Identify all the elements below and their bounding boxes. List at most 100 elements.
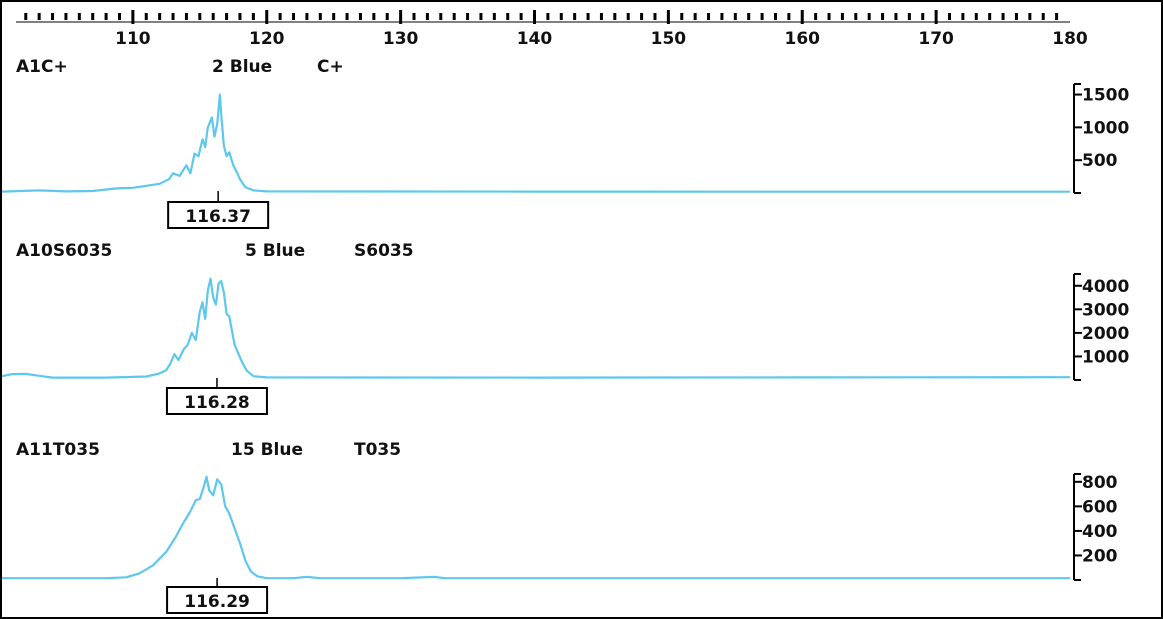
x-minor-tick bbox=[492, 13, 496, 20]
x-major-tick bbox=[399, 10, 403, 24]
x-minor-tick bbox=[747, 13, 751, 20]
x-minor-tick bbox=[466, 13, 470, 20]
x-minor-tick bbox=[653, 13, 657, 20]
x-minor-tick bbox=[720, 13, 724, 20]
x-minor-tick bbox=[225, 13, 229, 20]
panel-marker-label: C+ bbox=[317, 57, 344, 77]
peak-label: 116.28 bbox=[184, 393, 250, 413]
y-tick-label: 1500 bbox=[1082, 86, 1129, 106]
peak-label: 116.37 bbox=[185, 207, 251, 227]
y-tick-label: 400 bbox=[1082, 522, 1118, 542]
x-tick-label: 160 bbox=[785, 29, 821, 49]
y-tick-label: 4000 bbox=[1082, 277, 1129, 297]
y-tick-label: 3000 bbox=[1082, 300, 1129, 320]
x-major-tick bbox=[934, 10, 938, 24]
x-minor-tick bbox=[1001, 13, 1005, 20]
x-minor-tick bbox=[854, 13, 858, 20]
x-minor-tick bbox=[64, 13, 68, 20]
x-minor-tick bbox=[626, 13, 630, 20]
x-minor-tick bbox=[613, 13, 617, 20]
x-minor-tick bbox=[787, 13, 791, 20]
x-minor-tick bbox=[171, 13, 175, 20]
x-minor-tick bbox=[77, 13, 81, 20]
x-minor-tick bbox=[680, 13, 684, 20]
x-minor-tick bbox=[546, 13, 550, 20]
x-minor-tick bbox=[144, 13, 148, 20]
y-tick-label: 1000 bbox=[1082, 118, 1129, 138]
x-minor-tick bbox=[1055, 13, 1059, 20]
peak-label-box bbox=[166, 586, 269, 614]
x-minor-tick bbox=[158, 13, 162, 20]
x-minor-tick bbox=[894, 13, 898, 20]
x-minor-tick bbox=[184, 13, 188, 20]
x-minor-tick bbox=[479, 13, 483, 20]
x-minor-tick bbox=[707, 13, 711, 20]
x-minor-tick bbox=[921, 13, 925, 20]
x-minor-tick bbox=[988, 13, 992, 20]
x-minor-tick bbox=[827, 13, 831, 20]
x-major-tick bbox=[533, 10, 536, 24]
x-minor-tick bbox=[733, 13, 737, 20]
x-minor-tick bbox=[37, 13, 41, 20]
trace-line bbox=[2, 475, 1070, 580]
y-tick-label: 1000 bbox=[1082, 347, 1129, 367]
y-tick-label: 800 bbox=[1082, 473, 1118, 493]
x-minor-tick bbox=[345, 13, 349, 20]
panel-dye-label: 15 Blue bbox=[231, 440, 303, 460]
x-major-tick bbox=[131, 10, 135, 24]
x-minor-tick bbox=[760, 13, 764, 20]
trace-line bbox=[2, 277, 1071, 379]
x-minor-tick bbox=[412, 13, 416, 20]
x-minor-tick bbox=[318, 13, 322, 20]
x-minor-tick bbox=[211, 13, 215, 20]
panel-marker-label: S6035 bbox=[354, 241, 414, 261]
x-minor-tick bbox=[881, 13, 885, 20]
x-minor-tick bbox=[238, 13, 242, 20]
x-major-tick bbox=[265, 10, 269, 24]
x-tick-label: 150 bbox=[651, 29, 687, 49]
x-minor-tick bbox=[425, 13, 429, 20]
x-tick-label: 120 bbox=[249, 29, 285, 49]
x-minor-tick bbox=[332, 13, 336, 20]
x-minor-tick bbox=[867, 13, 871, 20]
y-tick-label: 600 bbox=[1082, 497, 1118, 517]
x-minor-tick bbox=[599, 13, 603, 20]
x-tick-label: 140 bbox=[517, 29, 553, 49]
x-major-tick bbox=[666, 10, 670, 24]
x-minor-tick bbox=[1041, 13, 1045, 20]
x-minor-tick bbox=[693, 13, 697, 20]
x-minor-tick bbox=[117, 13, 121, 20]
x-minor-tick bbox=[24, 13, 28, 20]
x-minor-tick bbox=[586, 13, 590, 20]
y-tick-label: 500 bbox=[1082, 151, 1118, 171]
x-minor-tick bbox=[573, 13, 577, 20]
x-minor-tick bbox=[948, 13, 952, 20]
x-minor-tick bbox=[452, 13, 456, 20]
panel-sample-label: A1C+ bbox=[16, 57, 68, 77]
x-minor-tick bbox=[51, 13, 55, 20]
x-minor-tick bbox=[907, 13, 911, 20]
x-minor-tick bbox=[372, 13, 376, 20]
x-major-tick bbox=[800, 10, 804, 24]
panel-dye-label: 2 Blue bbox=[212, 57, 272, 77]
peak-label-box bbox=[167, 201, 270, 229]
x-tick-label: 170 bbox=[918, 29, 954, 49]
x-minor-tick bbox=[519, 13, 523, 20]
x-minor-tick bbox=[974, 13, 978, 20]
x-tick-label: 180 bbox=[1052, 29, 1088, 49]
x-minor-tick bbox=[198, 13, 202, 20]
x-minor-tick bbox=[305, 13, 309, 20]
panel-marker-label: T035 bbox=[354, 440, 401, 460]
y-tick-label: 200 bbox=[1082, 546, 1118, 566]
x-minor-tick bbox=[104, 13, 108, 20]
x-minor-tick bbox=[358, 13, 362, 20]
x-minor-tick bbox=[640, 13, 644, 20]
panel-sample-label: A10S6035 bbox=[16, 241, 112, 261]
x-minor-tick bbox=[278, 13, 282, 20]
x-minor-tick bbox=[251, 13, 255, 20]
x-minor-tick bbox=[1014, 13, 1018, 20]
x-minor-tick bbox=[559, 13, 563, 20]
trace-line bbox=[2, 93, 1070, 193]
panel-sample-label: A11T035 bbox=[16, 440, 100, 460]
